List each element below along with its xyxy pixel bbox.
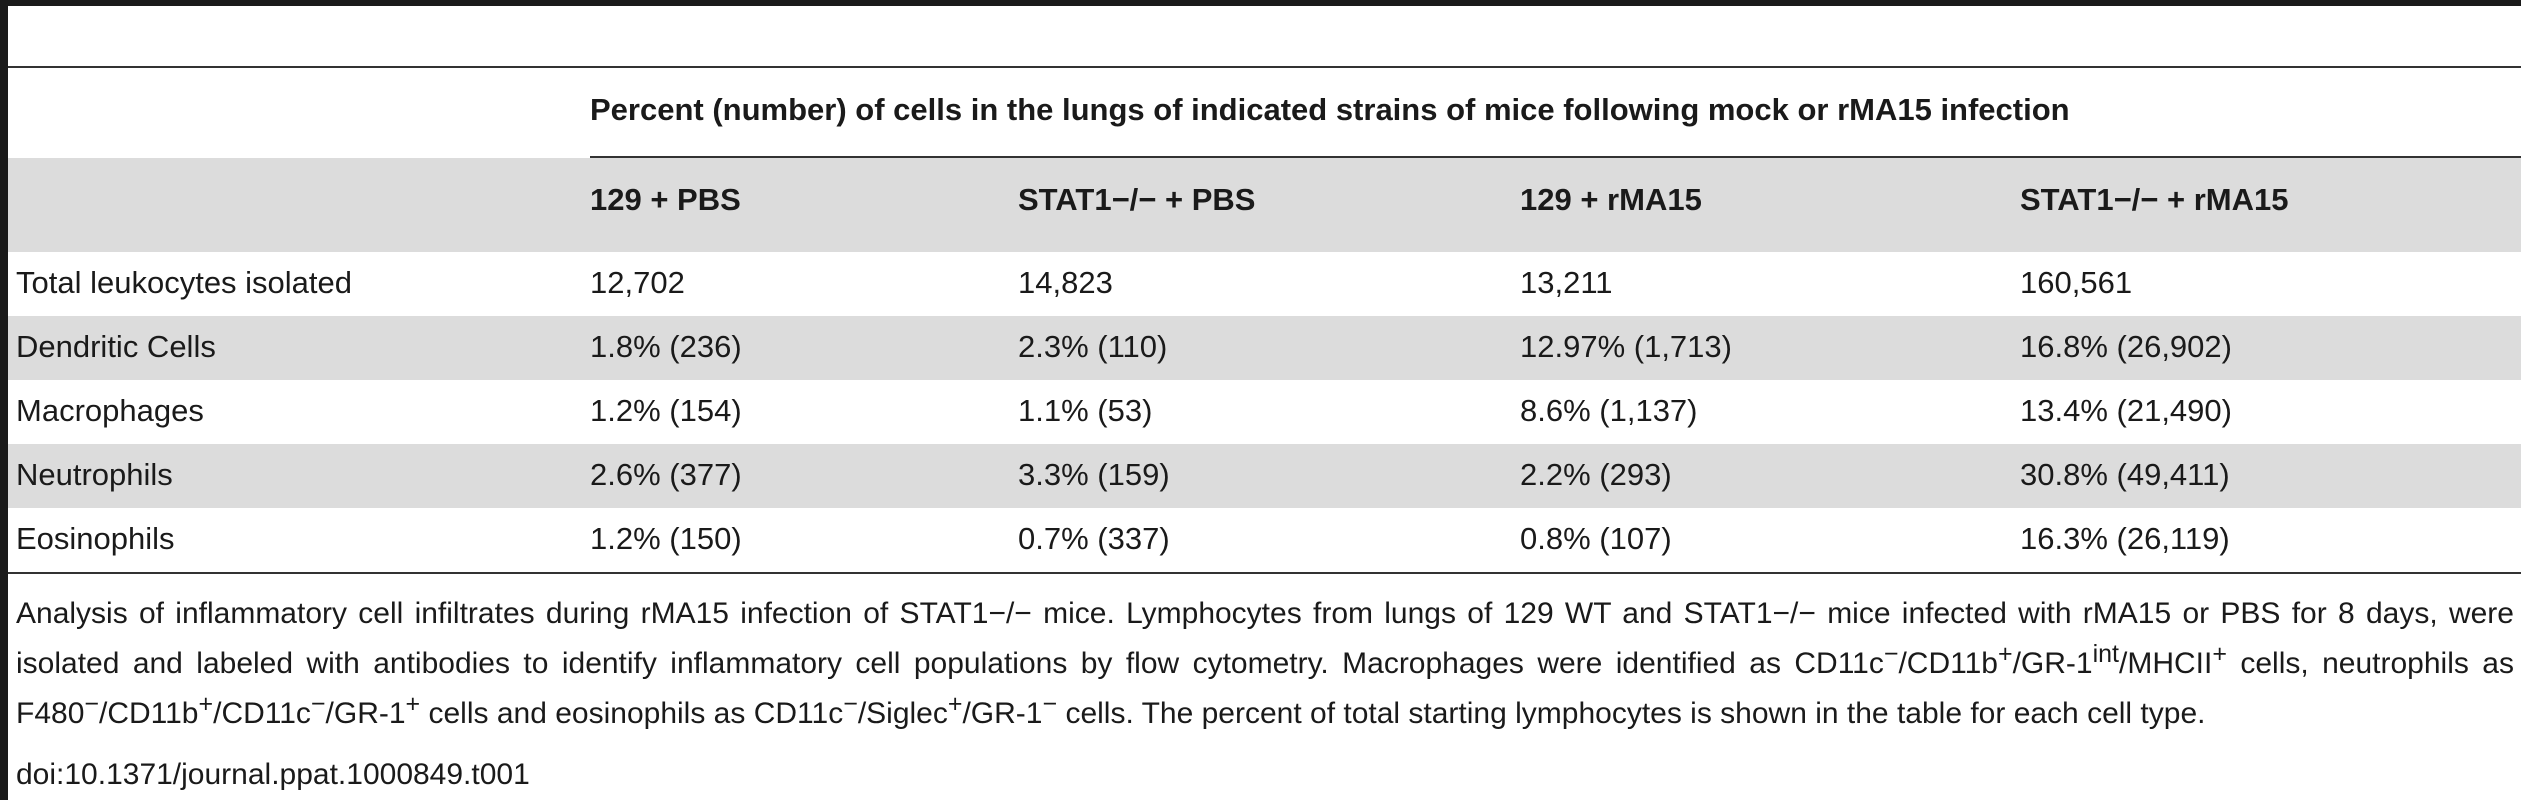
table-cell: 1.1% (53) (1018, 393, 1153, 428)
eosinophil-markers: CD11c−/Siglec+/GR-1− (753, 690, 1058, 730)
table-cell: 8.6% (1,137) (1520, 393, 1698, 428)
table-cell: 0.8% (107) (1520, 521, 1672, 556)
table-row: Eosinophils 1.2% (150) 0.7% (337) 0.8% (… (8, 508, 2521, 572)
table-cell: 16.8% (26,902) (2020, 329, 2232, 364)
caption-neutrophil-intro: cells, neutrophils as (2240, 647, 2514, 680)
left-border (0, 0, 8, 800)
caption-ending: cells. The percent of total starting lym… (1065, 697, 2206, 730)
caption-eosinophil-intro: cells and eosinophils as (428, 697, 746, 730)
table-cell: 12.97% (1,713) (1520, 329, 1732, 364)
doi-text: doi:10.1371/journal.ppat.1000849.t001 (16, 758, 530, 791)
macrophage-markers: CD11c−/CD11b+/GR-1int/MHCII+ (1794, 640, 2227, 680)
row-label: Eosinophils (16, 521, 175, 556)
table-cell: 0.7% (337) (1018, 521, 1170, 556)
spanning-header: Percent (number) of cells in the lungs o… (590, 92, 2070, 127)
neutrophil-markers: F480−/CD11b+/CD11c−/GR-1+ (16, 690, 421, 730)
caption-intro: Analysis of inflammatory cell infiltrate… (16, 597, 2514, 680)
column-header-row: 129 + PBS STAT1−/− + PBS 129 + rMA15 STA… (8, 158, 2521, 252)
table-cell: 1.8% (236) (590, 329, 742, 364)
row-label: Macrophages (16, 393, 204, 428)
table-row: Macrophages 1.2% (154) 1.1% (53) 8.6% (1… (8, 380, 2521, 444)
table-row: Dendritic Cells 1.8% (236) 2.3% (110) 12… (8, 316, 2521, 380)
table-cell: 12,702 (590, 265, 685, 300)
column-header: STAT1−/− + PBS (1018, 182, 1256, 217)
table-cell: 2.2% (293) (1520, 457, 1672, 492)
row-label: Total leukocytes isolated (16, 265, 353, 300)
column-header: 129 + PBS (590, 182, 741, 217)
table-cell: 160,561 (2020, 265, 2133, 300)
table-cell: 2.6% (377) (590, 457, 742, 492)
table-cell: 30.8% (49,411) (2020, 457, 2230, 492)
table-top-rule (8, 66, 2521, 68)
data-table: Percent (number) of cells in the lungs o… (8, 66, 2521, 574)
table-caption: Analysis of inflammatory cell infiltrate… (16, 594, 2514, 734)
table-cell: 16.3% (26,119) (2020, 521, 2230, 556)
row-label: Dendritic Cells (16, 329, 216, 364)
table-cell: 2.3% (110) (1018, 329, 1168, 364)
table-bottom-rule (8, 572, 2521, 574)
top-border (0, 0, 2521, 6)
table-cell: 14,823 (1018, 265, 1113, 300)
column-header: STAT1−/− + rMA15 (2020, 182, 2289, 217)
table-cell: 13,211 (1520, 265, 1613, 300)
table-row: Total leukocytes isolated 12,702 14,823 … (8, 252, 2521, 316)
table-cell: 13.4% (21,490) (2020, 393, 2232, 428)
table-cell: 1.2% (150) (590, 521, 742, 556)
row-label: Neutrophils (16, 457, 173, 492)
table-cell: 1.2% (154) (590, 393, 742, 428)
table-cell: 3.3% (159) (1018, 457, 1170, 492)
caption-text: Analysis of inflammatory cell infiltrate… (16, 594, 2514, 734)
column-header: 129 + rMA15 (1520, 182, 1702, 217)
table-row: Neutrophils 2.6% (377) 3.3% (159) 2.2% (… (8, 444, 2521, 508)
spanning-header-rule (590, 156, 2521, 158)
spanning-header-row: Percent (number) of cells in the lungs o… (8, 68, 2521, 156)
